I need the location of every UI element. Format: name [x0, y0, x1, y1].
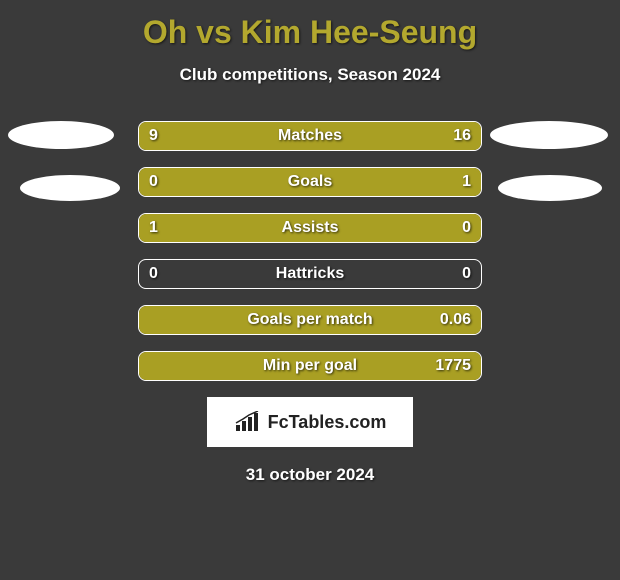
player-right-avatar-placeholder — [490, 121, 608, 149]
subtitle: Club competitions, Season 2024 — [0, 65, 620, 85]
stat-label: Min per goal — [263, 357, 357, 375]
stat-value-right: 1775 — [435, 357, 471, 375]
stat-row: Goals per match 0.06 — [138, 305, 482, 335]
stat-label: Matches — [278, 127, 342, 145]
stat-fill-right — [201, 168, 481, 196]
stat-value-right: 16 — [453, 127, 471, 145]
stat-row: 0 Hattricks 0 — [138, 259, 482, 289]
stat-row: 0 Goals 1 — [138, 167, 482, 197]
attribution-text: FcTables.com — [268, 412, 387, 433]
stat-label: Goals — [288, 173, 332, 191]
bar-chart-icon — [234, 411, 262, 433]
page-title: Oh vs Kim Hee-Seung — [0, 0, 620, 51]
stat-value-right: 1 — [462, 173, 471, 191]
stat-row: 1 Assists 0 — [138, 213, 482, 243]
date-label: 31 october 2024 — [0, 465, 620, 485]
player-right-name-placeholder — [498, 175, 602, 201]
stat-value-right: 0 — [462, 219, 471, 237]
stat-value-left: 0 — [149, 265, 158, 283]
attribution-box: FcTables.com — [207, 397, 413, 447]
stat-value-right: 0.06 — [440, 311, 471, 329]
comparison-chart: 9 Matches 16 0 Goals 1 1 Assists 0 0 Hattricks 0 Goa… — [0, 121, 620, 381]
stat-label: Assists — [282, 219, 339, 237]
player-left-name-placeholder — [20, 175, 120, 201]
stat-value-left: 0 — [149, 173, 158, 191]
stat-value-right: 0 — [462, 265, 471, 283]
player-left-avatar-placeholder — [8, 121, 114, 149]
stat-value-left: 1 — [149, 219, 158, 237]
stat-label: Hattricks — [276, 265, 344, 283]
stat-value-left: 9 — [149, 127, 158, 145]
stat-row: Min per goal 1775 — [138, 351, 482, 381]
stat-row: 9 Matches 16 — [138, 121, 482, 151]
stat-fill-left — [139, 214, 402, 242]
stat-label: Goals per match — [247, 311, 372, 329]
